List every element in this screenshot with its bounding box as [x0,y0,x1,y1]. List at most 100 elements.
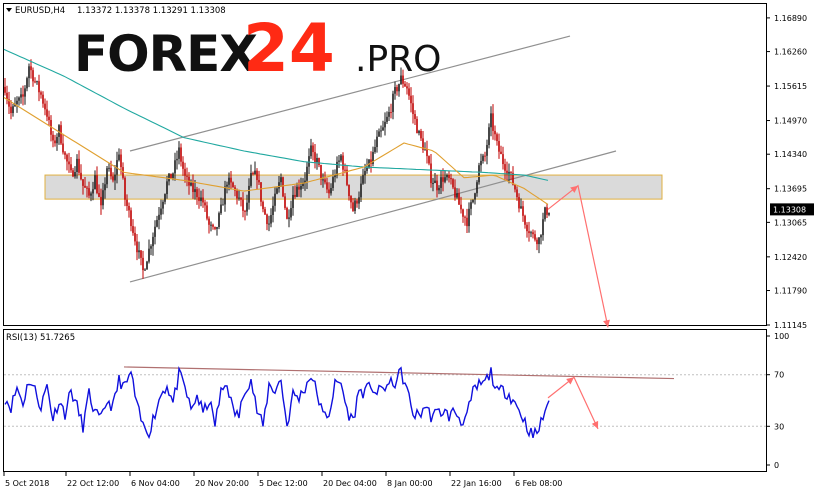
candle-body [118,154,120,161]
candle-body [48,116,50,121]
candle-body [160,208,162,215]
candle-body [76,158,78,173]
candle-body [504,164,506,171]
symbol-dropdown-icon[interactable] [6,8,12,12]
candle-body [344,169,346,171]
candle-body [20,94,22,98]
candle-body [308,156,310,167]
candle-body [174,160,176,174]
candle-body [388,112,390,117]
candle-body [458,193,460,205]
candle-body [140,250,142,258]
y-tick-label: 1.15615 [774,82,807,91]
candle-body [264,209,266,215]
candle-body [60,125,62,144]
y-tick-label: 1.13065 [774,218,807,227]
candle-body [478,165,480,183]
candle-body [54,140,56,144]
candle-body [42,94,44,104]
candle-body [366,167,368,171]
candle-body [444,177,446,182]
candle-body [220,204,222,214]
logo-forex: FOREX [74,25,257,83]
candle-body [528,231,530,234]
candle-body [170,173,172,179]
candle-body [416,118,418,134]
forex24-logo: FOREX 24 .PRO [74,10,442,87]
rsi-header: RSI(13) 51.7265 [6,333,75,343]
candle-body [266,214,268,225]
candle-body [352,202,354,211]
candle-body [362,175,364,184]
candle-body [74,172,76,177]
candle-body [94,175,96,190]
candle-body [502,154,504,165]
candle-body [484,155,486,157]
candle-body [36,81,38,83]
candle-body [394,87,396,94]
candle-body [238,197,240,199]
candle-body [112,176,114,181]
candle-body [360,183,362,198]
candle-body [18,97,20,101]
rsi-y-tick-label: 70 [774,371,784,380]
candle-body [156,219,158,227]
candle-body [70,164,72,171]
candle-body [24,88,26,97]
candle-body [278,182,280,189]
candle-body [526,224,528,232]
candle-body [72,170,74,177]
candle-body [438,187,440,191]
candle-body [104,184,106,191]
candle-body [214,226,216,229]
candle-body [192,182,194,193]
candle-body [16,100,18,105]
candle-body [450,178,452,180]
candle-body [26,78,28,89]
candle-body [406,86,408,89]
candle-body [292,194,294,209]
candle-body [514,184,516,190]
price-forecast-arrow-head [603,319,610,328]
candle-body [508,171,510,175]
candle-body [208,218,210,225]
candle-body [142,257,144,271]
candle-body [80,172,82,180]
candle-body [512,172,514,185]
candle-body [10,106,12,114]
candle-body [382,127,384,131]
candle-body [120,154,122,168]
candle-body [532,232,534,235]
ohlc-header: 1.13372 1.13378 1.13291 1.13308 [77,6,226,16]
candle-body [294,194,296,197]
forecast-arrow-layer [547,184,610,328]
candle-body [258,180,260,183]
candle-body [274,193,276,206]
rsi-forecast-arrow-head [566,377,574,385]
candle-body [400,75,402,85]
candle-body [500,151,502,155]
candle-body [124,177,126,200]
candle-body [386,116,388,122]
candle-body [312,145,314,153]
candle-body [262,201,264,210]
candle-body [216,227,218,229]
candle-body [232,182,234,188]
candle-body [486,144,488,156]
candle-body [384,121,386,128]
candle-body [518,197,520,209]
candle-body [158,214,160,220]
candle-body [480,160,482,166]
candle-body [376,136,378,148]
candle-body [280,177,282,183]
candle-body [530,232,532,234]
candle-body [110,167,112,177]
candle-body [204,202,206,206]
candle-body [138,250,140,253]
candle-body [114,174,116,181]
candle-body [282,177,284,197]
x-tick-label: 5 Dec 12:00 [259,479,308,488]
candle-body [302,182,304,187]
candle-body [496,134,498,142]
candle-body [442,177,444,182]
